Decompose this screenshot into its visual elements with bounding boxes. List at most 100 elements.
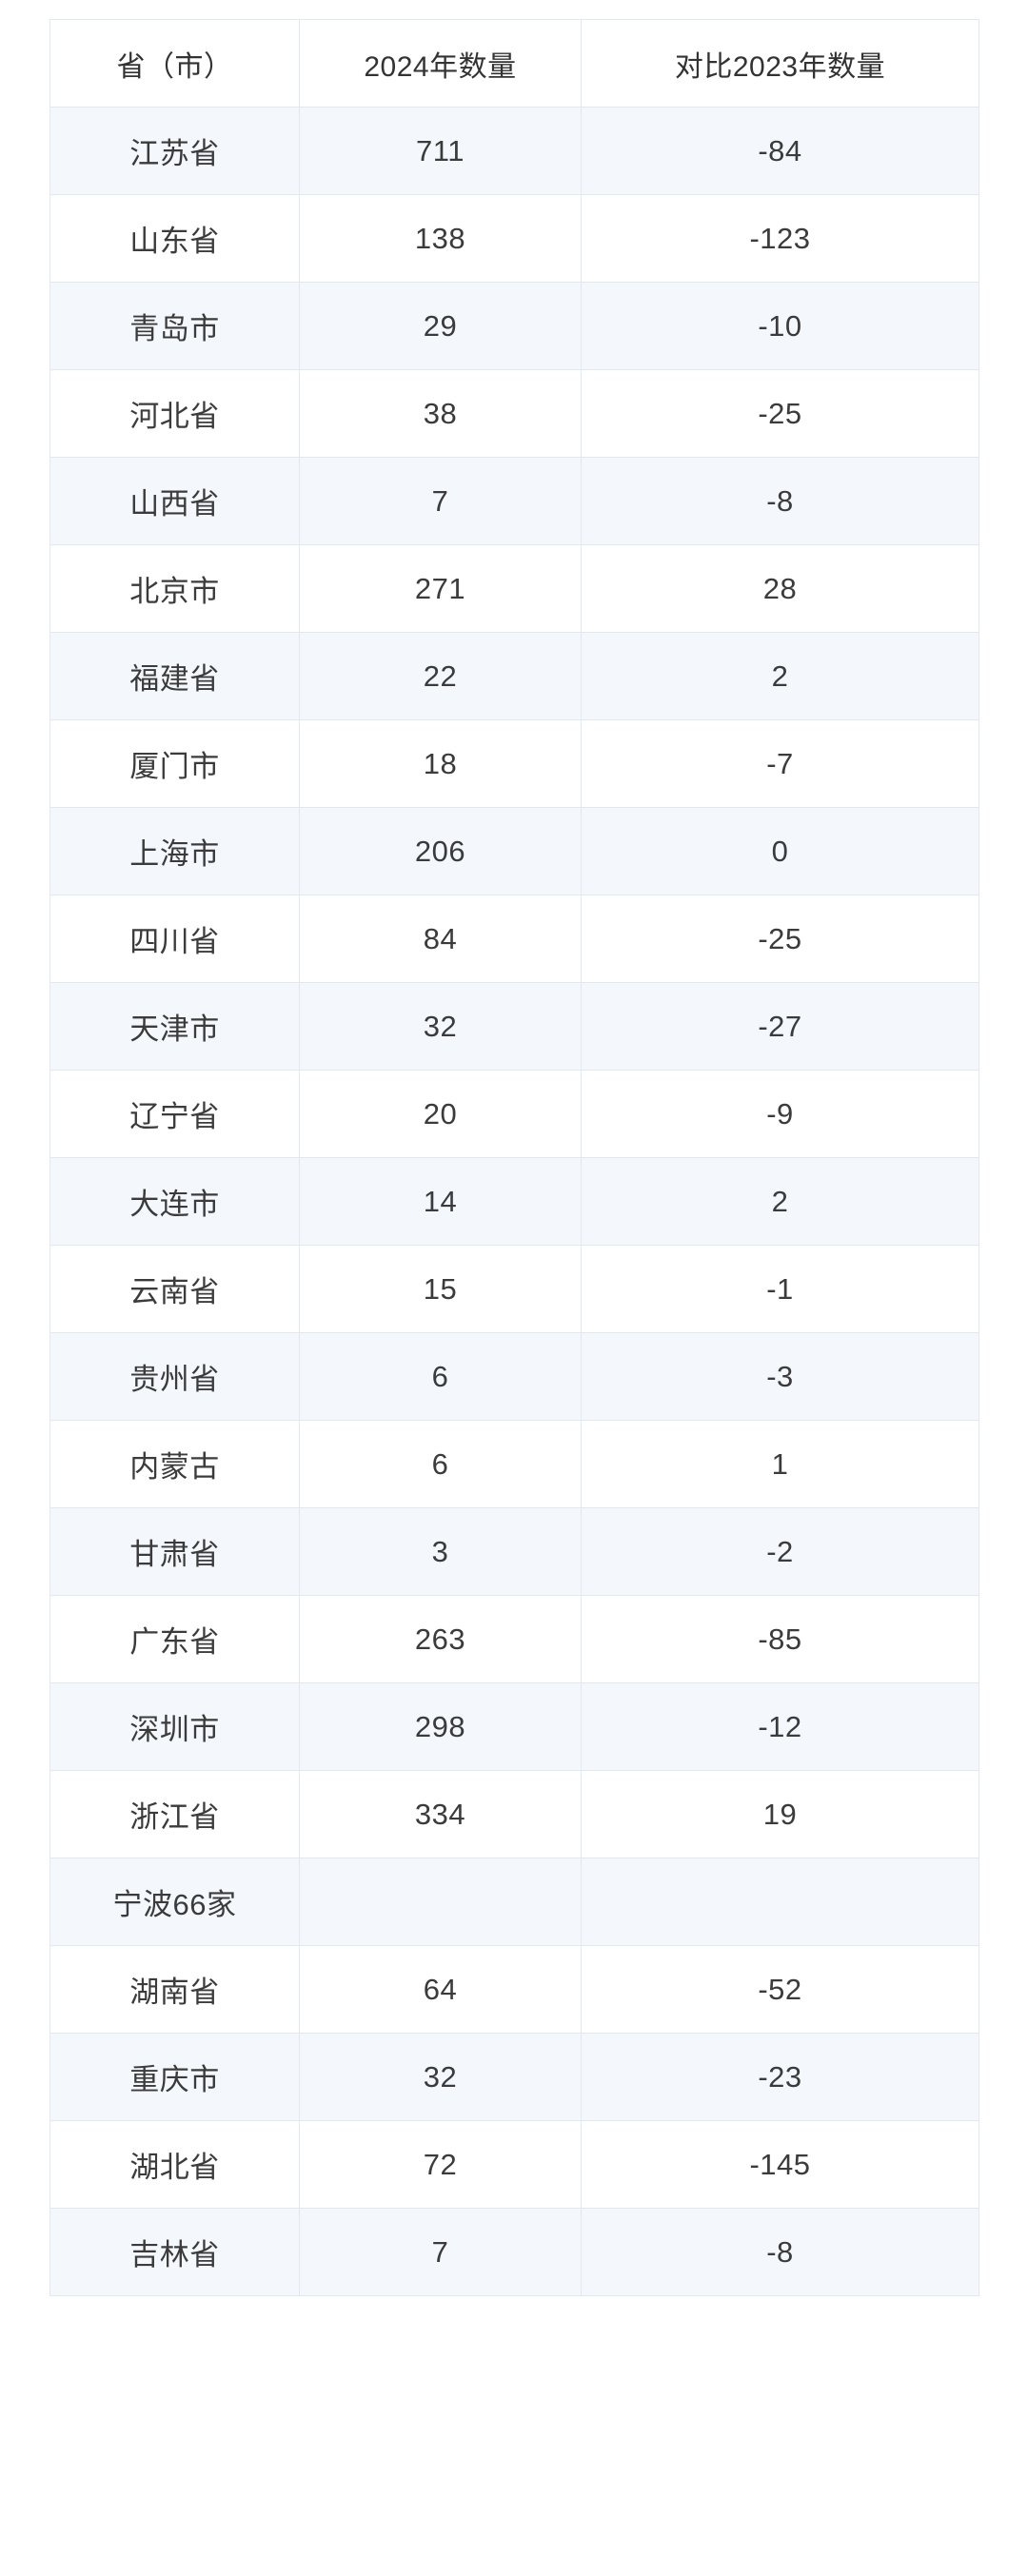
table-row: 湖北省 72 -145 [49,2120,979,2209]
cell-region: 北京市 [49,544,300,633]
column-header-region: 省（市） [49,19,300,108]
province-statistics-table: 省（市） 2024年数量 对比2023年数量 江苏省 711 -84 山东省 1… [49,19,979,2296]
cell-count-2024: 64 [299,1945,582,2034]
cell-count-2024: 263 [299,1595,582,1683]
cell-diff-2023 [581,1858,979,1946]
cell-count-2024 [299,1858,582,1946]
cell-region: 吉林省 [49,2208,300,2296]
cell-count-2024: 711 [299,107,582,195]
cell-region: 浙江省 [49,1770,300,1858]
cell-diff-2023: -2 [581,1507,979,1596]
table-row: 贵州省 6 -3 [49,1332,979,1421]
cell-diff-2023: 1 [581,1420,979,1508]
cell-diff-2023: -10 [581,282,979,370]
cell-diff-2023: -84 [581,107,979,195]
cell-region: 青岛市 [49,282,300,370]
cell-count-2024: 3 [299,1507,582,1596]
column-header-count-2024: 2024年数量 [299,19,582,108]
cell-diff-2023: -7 [581,719,979,808]
table-row: 辽宁省 20 -9 [49,1070,979,1158]
cell-count-2024: 7 [299,457,582,545]
cell-count-2024: 18 [299,719,582,808]
cell-count-2024: 22 [299,632,582,720]
table-row: 山西省 7 -8 [49,457,979,545]
cell-count-2024: 15 [299,1245,582,1333]
cell-diff-2023: 19 [581,1770,979,1858]
table-row: 甘肃省 3 -2 [49,1507,979,1596]
cell-diff-2023: -8 [581,457,979,545]
table-row: 吉林省 7 -8 [49,2208,979,2296]
cell-region: 山西省 [49,457,300,545]
table-row: 宁波66家 [49,1858,979,1946]
table-row: 广东省 263 -85 [49,1595,979,1683]
cell-diff-2023: -85 [581,1595,979,1683]
cell-region: 湖北省 [49,2120,300,2209]
cell-region: 山东省 [49,194,300,283]
cell-region: 甘肃省 [49,1507,300,1596]
cell-region: 广东省 [49,1595,300,1683]
table-header-row: 省（市） 2024年数量 对比2023年数量 [49,19,979,108]
table-header: 省（市） 2024年数量 对比2023年数量 [49,19,979,108]
cell-count-2024: 20 [299,1070,582,1158]
cell-diff-2023: -1 [581,1245,979,1333]
cell-diff-2023: -12 [581,1682,979,1771]
cell-region: 辽宁省 [49,1070,300,1158]
cell-diff-2023: 28 [581,544,979,633]
cell-count-2024: 6 [299,1332,582,1421]
cell-region: 贵州省 [49,1332,300,1421]
cell-region: 宁波66家 [49,1858,300,1946]
cell-region: 云南省 [49,1245,300,1333]
table-row: 大连市 14 2 [49,1157,979,1246]
cell-count-2024: 271 [299,544,582,633]
cell-diff-2023: 2 [581,1157,979,1246]
cell-count-2024: 334 [299,1770,582,1858]
cell-region: 重庆市 [49,2033,300,2121]
cell-region: 江苏省 [49,107,300,195]
cell-count-2024: 206 [299,807,582,895]
cell-count-2024: 138 [299,194,582,283]
cell-count-2024: 7 [299,2208,582,2296]
table-row: 河北省 38 -25 [49,369,979,458]
cell-count-2024: 72 [299,2120,582,2209]
cell-region: 大连市 [49,1157,300,1246]
cell-count-2024: 84 [299,895,582,983]
table-row: 云南省 15 -1 [49,1245,979,1333]
cell-count-2024: 6 [299,1420,582,1508]
column-header-diff-2023: 对比2023年数量 [581,19,979,108]
cell-count-2024: 38 [299,369,582,458]
cell-diff-2023: -123 [581,194,979,283]
table-row: 北京市 271 28 [49,544,979,633]
cell-diff-2023: -25 [581,369,979,458]
cell-count-2024: 29 [299,282,582,370]
cell-diff-2023: -3 [581,1332,979,1421]
table-row: 深圳市 298 -12 [49,1682,979,1771]
cell-region: 福建省 [49,632,300,720]
table-row: 上海市 206 0 [49,807,979,895]
cell-count-2024: 298 [299,1682,582,1771]
cell-diff-2023: -27 [581,982,979,1071]
table-row: 福建省 22 2 [49,632,979,720]
cell-region: 上海市 [49,807,300,895]
table-row: 厦门市 18 -7 [49,719,979,808]
cell-region: 厦门市 [49,719,300,808]
cell-diff-2023: -52 [581,1945,979,2034]
table-row: 重庆市 32 -23 [49,2033,979,2121]
cell-diff-2023: 0 [581,807,979,895]
table-row: 天津市 32 -27 [49,982,979,1071]
table-row: 江苏省 711 -84 [49,107,979,195]
cell-diff-2023: -8 [581,2208,979,2296]
cell-diff-2023: -23 [581,2033,979,2121]
table-row: 四川省 84 -25 [49,895,979,983]
cell-diff-2023: -25 [581,895,979,983]
table-row: 湖南省 64 -52 [49,1945,979,2034]
table-row: 山东省 138 -123 [49,194,979,283]
cell-count-2024: 32 [299,982,582,1071]
table-row: 青岛市 29 -10 [49,282,979,370]
cell-count-2024: 14 [299,1157,582,1246]
cell-region: 河北省 [49,369,300,458]
cell-count-2024: 32 [299,2033,582,2121]
cell-diff-2023: -145 [581,2120,979,2209]
cell-diff-2023: 2 [581,632,979,720]
cell-diff-2023: -9 [581,1070,979,1158]
